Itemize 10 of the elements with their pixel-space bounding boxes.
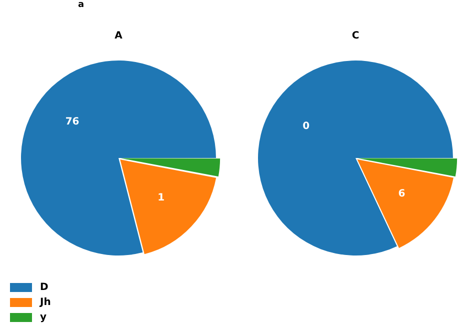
- text: 76: [65, 116, 80, 128]
- text: 6: [398, 188, 406, 200]
- legend-label: Jh: [40, 297, 51, 308]
- text: 0: [302, 121, 310, 132]
- chart-title: A: [114, 30, 123, 42]
- chart-subtitle: a: [78, 0, 84, 10]
- legend-label: y: [40, 312, 47, 323]
- chart-title: C: [352, 30, 360, 42]
- legend-label: D: [40, 282, 48, 293]
- text: 1: [158, 192, 165, 204]
